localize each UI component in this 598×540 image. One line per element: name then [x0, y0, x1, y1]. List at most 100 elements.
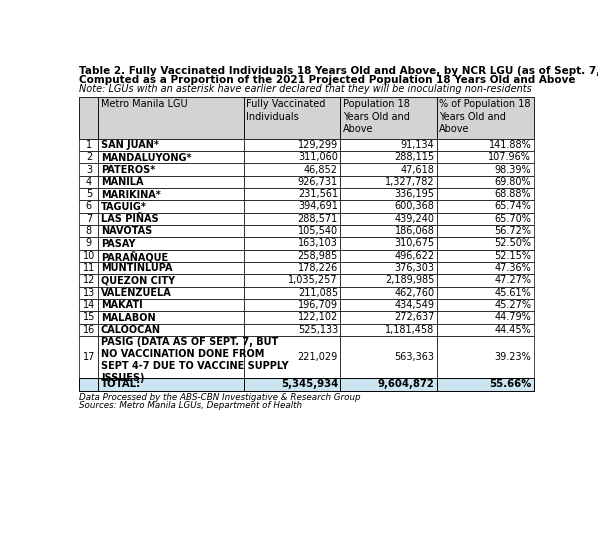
Text: 196,709: 196,709: [298, 300, 338, 310]
Bar: [243, 200, 340, 213]
Text: 52.50%: 52.50%: [494, 239, 531, 248]
Text: 288,115: 288,115: [395, 152, 435, 162]
Text: MAKATI: MAKATI: [100, 300, 142, 310]
Bar: [437, 323, 533, 336]
Bar: [99, 176, 243, 188]
Bar: [80, 274, 99, 287]
Bar: [80, 237, 99, 249]
Bar: [80, 188, 99, 200]
Text: 563,363: 563,363: [395, 352, 435, 362]
Bar: [99, 323, 243, 336]
Text: 439,240: 439,240: [395, 214, 435, 224]
Bar: [99, 97, 243, 139]
Bar: [99, 274, 243, 287]
Bar: [340, 249, 437, 262]
Bar: [340, 164, 437, 176]
Bar: [243, 274, 340, 287]
Bar: [80, 299, 99, 311]
Text: 221,029: 221,029: [298, 352, 338, 362]
Text: Table 2. Fully Vaccinated Individuals 18 Years Old and Above, by NCR LGU (as of : Table 2. Fully Vaccinated Individuals 18…: [80, 65, 598, 76]
Bar: [243, 213, 340, 225]
Bar: [437, 262, 533, 274]
Text: MANILA: MANILA: [100, 177, 144, 187]
Bar: [99, 299, 243, 311]
Bar: [99, 225, 243, 237]
Text: 1,035,257: 1,035,257: [288, 275, 338, 286]
Bar: [243, 176, 340, 188]
Text: Data Processed by the ABS-CBN Investigative & Research Group: Data Processed by the ABS-CBN Investigat…: [80, 393, 361, 402]
Text: 91,134: 91,134: [401, 140, 435, 150]
Bar: [80, 225, 99, 237]
Text: 68.88%: 68.88%: [495, 189, 531, 199]
Bar: [99, 200, 243, 213]
Bar: [340, 311, 437, 323]
Bar: [243, 378, 340, 390]
Bar: [243, 164, 340, 176]
Text: 14: 14: [83, 300, 95, 310]
Text: QUEZON CITY: QUEZON CITY: [100, 276, 175, 286]
Text: 98.39%: 98.39%: [495, 165, 531, 174]
Bar: [437, 336, 533, 378]
Text: 5: 5: [86, 189, 92, 199]
Bar: [99, 164, 243, 176]
Text: 15: 15: [83, 312, 95, 322]
Bar: [340, 336, 437, 378]
Text: MUNTINLUPA: MUNTINLUPA: [100, 264, 172, 273]
Text: 10: 10: [83, 251, 95, 261]
Text: 462,760: 462,760: [395, 288, 435, 298]
Bar: [243, 237, 340, 249]
Bar: [243, 225, 340, 237]
Text: TAGUIG*: TAGUIG*: [100, 202, 147, 212]
Text: 336,195: 336,195: [395, 189, 435, 199]
Bar: [99, 249, 243, 262]
Bar: [99, 336, 243, 378]
Bar: [437, 97, 533, 139]
Text: 2,189,985: 2,189,985: [385, 275, 435, 286]
Bar: [340, 378, 437, 390]
Text: 1,327,782: 1,327,782: [385, 177, 435, 187]
Text: 231,561: 231,561: [298, 189, 338, 199]
Text: 65.70%: 65.70%: [495, 214, 531, 224]
Bar: [340, 139, 437, 151]
Bar: [99, 378, 243, 390]
Text: Note: LGUs with an asterisk have earlier declared that they will be inoculating : Note: LGUs with an asterisk have earlier…: [80, 84, 532, 94]
Text: 122,102: 122,102: [298, 312, 338, 322]
Text: 9: 9: [86, 239, 92, 248]
Bar: [80, 311, 99, 323]
Text: 47.27%: 47.27%: [494, 275, 531, 286]
Text: Population 18
Years Old and
Above: Population 18 Years Old and Above: [343, 99, 410, 134]
Text: 178,226: 178,226: [298, 263, 338, 273]
Text: 45.27%: 45.27%: [494, 300, 531, 310]
Bar: [340, 225, 437, 237]
Text: LAS PIÑAS: LAS PIÑAS: [100, 214, 158, 224]
Text: 258,985: 258,985: [298, 251, 338, 261]
Text: 11: 11: [83, 263, 95, 273]
Text: 16: 16: [83, 325, 95, 335]
Text: 47.36%: 47.36%: [495, 263, 531, 273]
Bar: [243, 262, 340, 274]
Text: VALENZUELA: VALENZUELA: [100, 288, 172, 298]
Text: 12: 12: [83, 275, 95, 286]
Bar: [80, 336, 99, 378]
Bar: [243, 336, 340, 378]
Text: 311,060: 311,060: [298, 152, 338, 162]
Bar: [340, 262, 437, 274]
Bar: [437, 225, 533, 237]
Text: 1,181,458: 1,181,458: [385, 325, 435, 335]
Text: 272,637: 272,637: [394, 312, 435, 322]
Text: 394,691: 394,691: [298, 201, 338, 212]
Bar: [437, 151, 533, 164]
Bar: [340, 274, 437, 287]
Text: 46,852: 46,852: [304, 165, 338, 174]
Bar: [80, 287, 99, 299]
Text: PARAÑAQUE: PARAÑAQUE: [100, 251, 168, 263]
Bar: [340, 323, 437, 336]
Text: 310,675: 310,675: [395, 239, 435, 248]
Text: 8: 8: [86, 226, 92, 236]
Text: 39.23%: 39.23%: [495, 352, 531, 362]
Text: 7: 7: [86, 214, 92, 224]
Bar: [80, 323, 99, 336]
Bar: [80, 249, 99, 262]
Bar: [99, 213, 243, 225]
Text: % of Population 18
Years Old and
Above: % of Population 18 Years Old and Above: [440, 99, 531, 134]
